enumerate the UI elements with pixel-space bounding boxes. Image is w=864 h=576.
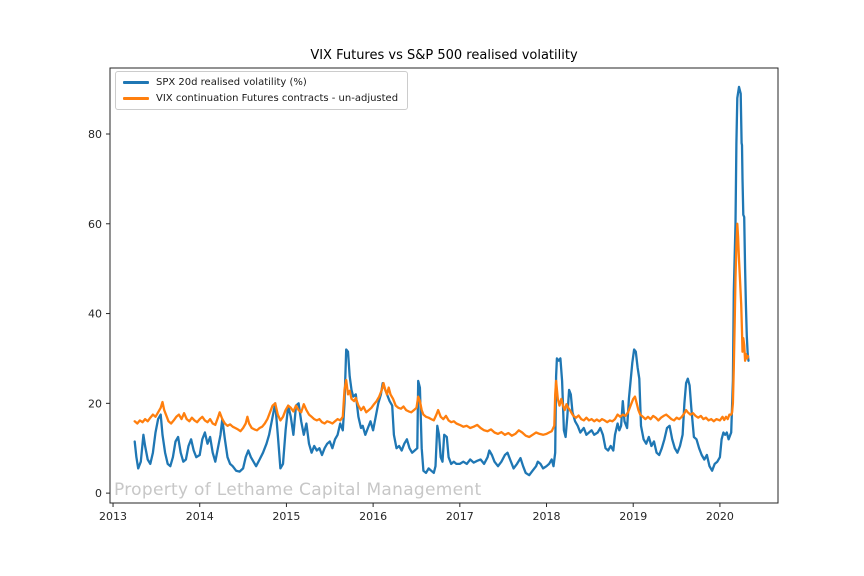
legend-line-swatch-orange — [123, 97, 149, 100]
y-tick-label: 40 — [88, 308, 102, 321]
axes-frame — [109, 67, 779, 504]
y-tick-label: 60 — [88, 218, 102, 231]
legend-label-spx: SPX 20d realised volatility (%) — [156, 77, 307, 88]
x-tick-label: 2014 — [186, 510, 214, 523]
legend-label-vix: VIX continuation Futures contracts - un-… — [156, 93, 399, 104]
x-tick-label: 2018 — [533, 510, 561, 523]
x-tick-label: 2019 — [619, 510, 647, 523]
legend-item-spx: SPX 20d realised volatility (%) — [123, 76, 398, 89]
legend: SPX 20d realised volatility (%) VIX cont… — [115, 71, 409, 110]
x-tick-label: 2017 — [446, 510, 474, 523]
series-line-0 — [133, 85, 750, 477]
watermark: Property of Lethame Capital Management — [114, 480, 482, 500]
x-tick-label: 2015 — [272, 510, 300, 523]
series-line-1 — [133, 222, 750, 439]
chart-title: VIX Futures vs S&P 500 realised volatili… — [310, 48, 578, 63]
legend-item-vix: VIX continuation Futures contracts - un-… — [123, 92, 398, 105]
x-tick-label: 2016 — [359, 510, 387, 523]
legend-line-swatch-blue — [123, 81, 149, 84]
x-tick-label: 2020 — [706, 510, 734, 523]
y-tick-label: 0 — [95, 487, 102, 500]
y-tick-label: 20 — [88, 397, 102, 410]
y-tick-label: 80 — [88, 128, 102, 141]
x-tick-label: 2013 — [99, 510, 127, 523]
